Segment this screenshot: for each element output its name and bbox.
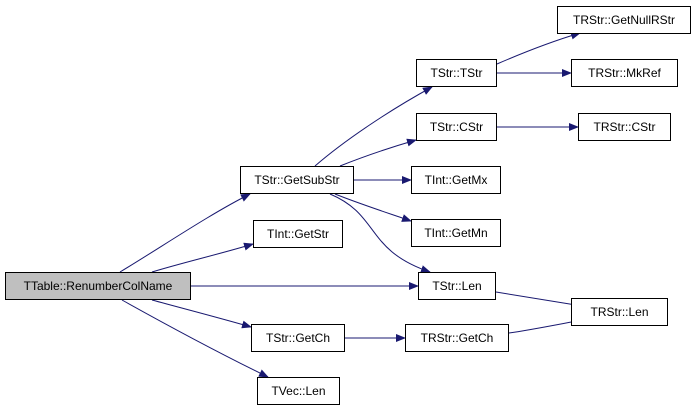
edge-root-to-strgetch xyxy=(151,299,252,329)
node-root[interactable]: TTable::RenumberColName xyxy=(5,272,191,300)
edge-root-to-getsubstr xyxy=(119,193,251,273)
edge-getsubstr-to-tstr xyxy=(314,86,433,167)
edge-root-to-veclen xyxy=(121,299,269,378)
node-strlen[interactable]: TStr::Len xyxy=(418,272,496,300)
node-rstrgetch[interactable]: TRStr::GetCh xyxy=(405,324,509,352)
edge-strlen-to-rstrlen xyxy=(495,291,583,309)
node-tstr[interactable]: TStr::TStr xyxy=(416,59,497,87)
node-strgetch[interactable]: TStr::GetCh xyxy=(251,324,345,352)
edge-tstr-to-getnullrstr xyxy=(496,31,581,65)
edge-root-to-intgetstr xyxy=(151,242,254,273)
node-cstr[interactable]: TStr::CStr xyxy=(416,113,497,141)
edge-getsubstr-to-strlen xyxy=(329,193,431,273)
node-getmx[interactable]: TInt::GetMx xyxy=(411,166,501,194)
node-getsubstr[interactable]: TStr::GetSubStr xyxy=(240,166,354,194)
node-intgetstr[interactable]: TInt::GetStr xyxy=(253,220,343,248)
node-mkref[interactable]: TRStr::MkRef xyxy=(571,59,678,87)
edge-getsubstr-to-getmn xyxy=(334,193,412,222)
node-getmn[interactable]: TInt::GetMn xyxy=(411,219,501,247)
node-rstrlen[interactable]: TRStr::Len xyxy=(571,298,668,326)
node-rstrcstr[interactable]: TRStr::CStr xyxy=(578,113,671,141)
node-veclen[interactable]: TVec::Len xyxy=(257,377,340,405)
edge-getsubstr-to-cstr xyxy=(339,138,417,167)
node-getnullrstr[interactable]: TRStr::GetNullRStr xyxy=(557,6,691,34)
